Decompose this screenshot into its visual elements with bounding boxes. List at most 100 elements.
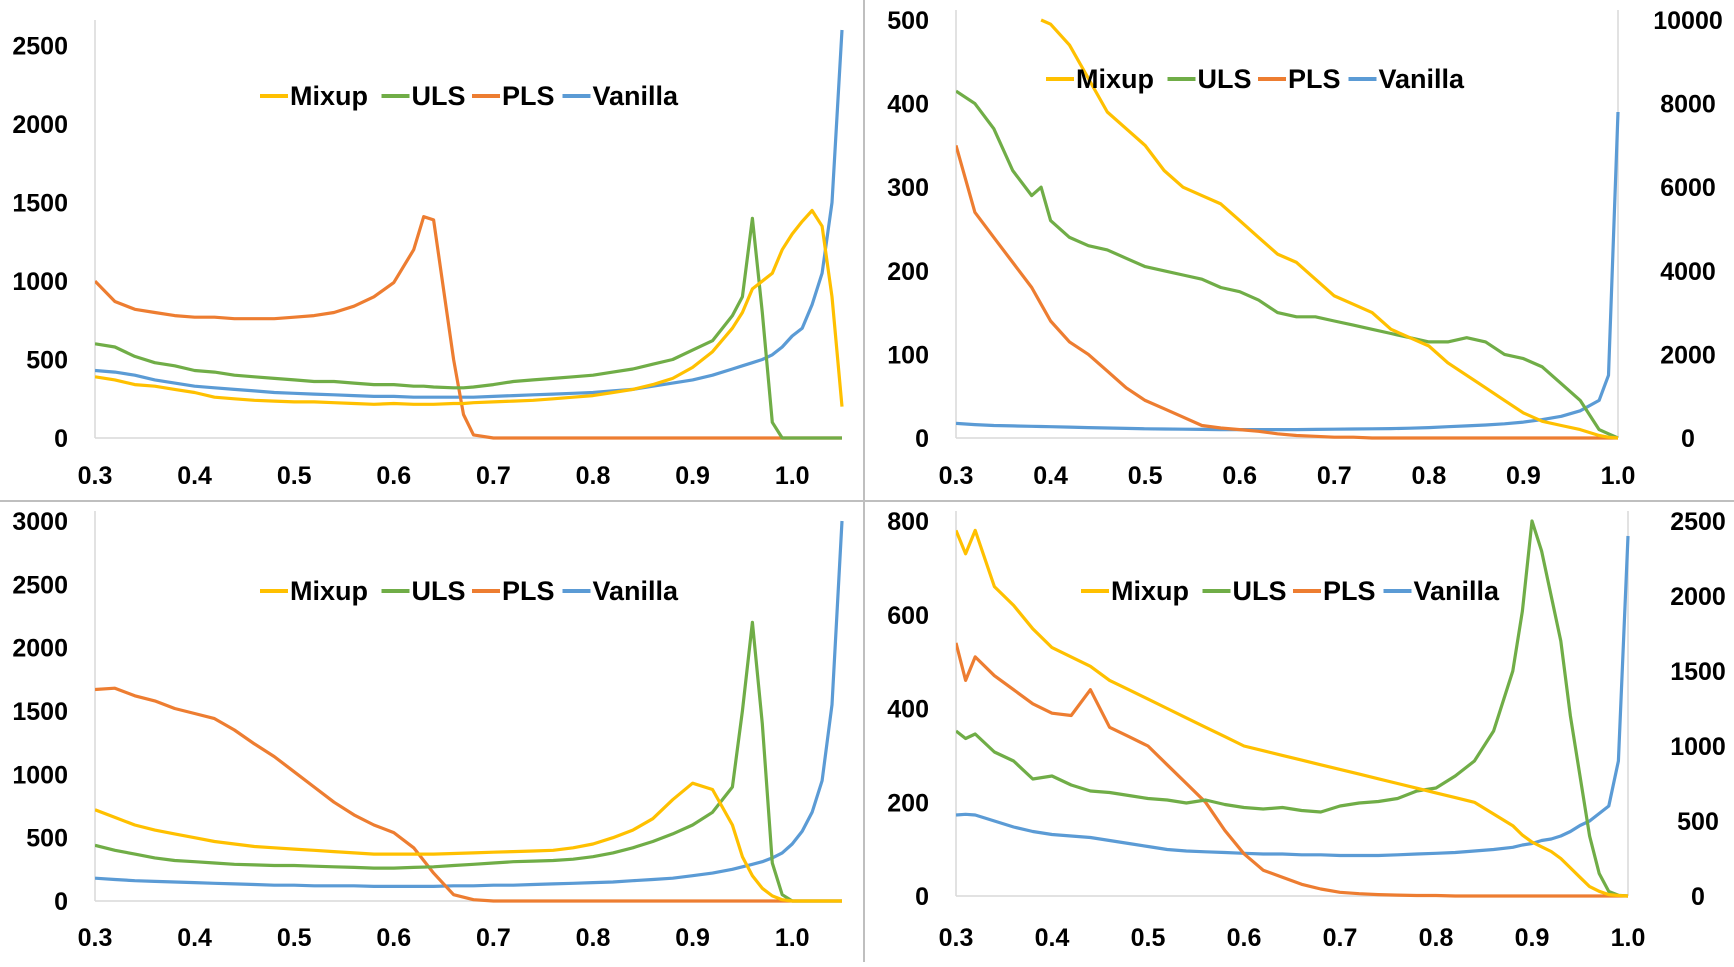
series-line-vanilla (956, 111, 1620, 432)
legend-label-uls: ULS (1233, 576, 1287, 606)
y-tick-label: 1000 (12, 761, 68, 789)
legend-label-vanilla: Vanilla (1414, 576, 1501, 606)
x-tick-label: 0.7 (1317, 462, 1352, 490)
y2-tick-label: 500 (1677, 808, 1719, 836)
y2-tick-label: 10000 (1653, 7, 1723, 35)
y-tick-label: 0 (915, 883, 929, 911)
x-tick-label: 0.9 (1506, 462, 1541, 490)
x-tick-label: 1.0 (1611, 924, 1646, 952)
y-tick-label: 2500 (12, 571, 68, 599)
series-line-mixup (1040, 18, 1619, 440)
y-tick-label: 2000 (12, 111, 68, 139)
series-line-vanilla (95, 520, 844, 888)
y-tick-label: 200 (887, 258, 929, 286)
x-tick-label: 0.4 (177, 462, 212, 490)
x-tick-label: 0.3 (939, 462, 974, 490)
y-tick-label: 3000 (12, 508, 68, 536)
series-line-pls (956, 642, 1628, 898)
series-line-uls (95, 216, 842, 440)
legend-label-vanilla: Vanilla (593, 81, 680, 111)
y2-tick-label: 2000 (1670, 583, 1726, 611)
x-tick-label: 0.9 (1515, 924, 1550, 952)
y-tick-label: 400 (887, 696, 929, 724)
y-tick-label: 500 (26, 347, 68, 375)
x-tick-label: 1.0 (1601, 462, 1636, 490)
y-tick-label: 600 (887, 602, 929, 630)
chart-svg-bottom-right: 0.3 0.4 0.5 0.6 0.7 0.8 0.9 1.0 0 200 400 600 800 0 50… (887, 508, 1726, 952)
y2-tick-label: 0 (1691, 883, 1705, 911)
x-tick-label: 0.6 (1222, 462, 1257, 490)
legend-label-vanilla: Vanilla (1379, 64, 1466, 94)
x-tick-label: 0.6 (376, 462, 411, 490)
x-tick-label: 0.3 (78, 462, 113, 490)
horizontal-divider (0, 500, 1734, 502)
x-tick-label: 0.8 (1419, 924, 1454, 952)
x-tick-label: 0.7 (476, 462, 511, 490)
chart-svg-top-left: 0.3 0.4 0.5 0.6 0.7 0.8 0.9 1.0 0 500 1000 1500 2000… (12, 20, 844, 490)
series-line-uls (95, 620, 842, 903)
series-line-vanilla (956, 535, 1630, 858)
legend-label-pls: PLS (1288, 64, 1341, 94)
y-tick-label: 0 (54, 888, 68, 916)
y-tick-label: 1500 (12, 698, 68, 726)
series-line-mixup (956, 528, 1629, 898)
y-tick-label: 500 (887, 7, 929, 35)
y2-tick-label: 1500 (1670, 658, 1726, 686)
y-tick-label: 300 (887, 174, 929, 202)
x-tick-label: 0.7 (476, 924, 511, 952)
legend-label-pls: PLS (502, 576, 555, 606)
y-tick-label: 1500 (12, 190, 68, 218)
x-tick-label: 0.6 (1227, 924, 1262, 952)
x-tick-label: 0.9 (675, 924, 710, 952)
legend-label-uls: ULS (1198, 64, 1252, 94)
x-tick-label: 0.3 (939, 924, 974, 952)
y-tick-label: 200 (887, 789, 929, 817)
x-tick-label: 1.0 (775, 924, 810, 952)
x-tick-label: 0.3 (78, 924, 113, 952)
legend-label-pls: PLS (502, 81, 555, 111)
x-tick-label: 1.0 (775, 462, 810, 490)
series-line-uls (956, 519, 1629, 898)
chart-panel-top-right: 0.3 0.4 0.5 0.6 0.7 0.8 0.9 1.0 0 100 200 300 400 500… (866, 0, 1734, 500)
x-tick-label: 0.5 (1128, 462, 1163, 490)
legend-label-uls: ULS (412, 576, 466, 606)
series-line-pls (95, 215, 842, 440)
y2-tick-label: 1000 (1670, 733, 1726, 761)
x-tick-label: 0.4 (1035, 924, 1070, 952)
x-tick-label: 0.8 (1411, 462, 1446, 490)
series-line-pls (956, 144, 1618, 440)
x-tick-label: 0.9 (675, 462, 710, 490)
y2-tick-label: 8000 (1660, 91, 1716, 119)
chart-panel-top-left: 0.3 0.4 0.5 0.6 0.7 0.8 0.9 1.0 0 500 1000 1500 2000… (0, 0, 862, 500)
x-tick-label: 0.8 (576, 462, 611, 490)
legend-label-vanilla: Vanilla (593, 576, 680, 606)
y-tick-label: 100 (887, 341, 929, 369)
y-tick-label: 800 (887, 508, 929, 536)
legend-label-mixup: Mixup (290, 81, 368, 111)
y-tick-label: 400 (887, 91, 929, 119)
chart-panel-bottom-left: 0.3 0.4 0.5 0.6 0.7 0.8 0.9 1.0 0 500 1000 1500 2000… (0, 503, 862, 962)
y-tick-label: 0 (54, 425, 68, 453)
x-tick-label: 0.6 (376, 924, 411, 952)
x-tick-label: 0.4 (1033, 462, 1068, 490)
x-tick-label: 0.5 (277, 462, 312, 490)
legend-label-mixup: Mixup (1076, 64, 1154, 94)
chart-svg-bottom-left: 0.3 0.4 0.5 0.6 0.7 0.8 0.9 1.0 0 500 1000 1500 2000… (12, 508, 844, 952)
x-tick-label: 0.5 (277, 924, 312, 952)
chart-svg-top-right: 0.3 0.4 0.5 0.6 0.7 0.8 0.9 1.0 0 100 200 300 400 500… (887, 7, 1723, 490)
x-tick-label: 0.4 (177, 924, 212, 952)
x-tick-label: 0.7 (1323, 924, 1358, 952)
x-tick-label: 0.5 (1131, 924, 1166, 952)
vertical-divider (863, 0, 865, 962)
legend-label-mixup: Mixup (1111, 576, 1189, 606)
chart-panel-bottom-right: 0.3 0.4 0.5 0.6 0.7 0.8 0.9 1.0 0 200 400 600 800 0 50… (866, 503, 1734, 962)
x-tick-label: 0.8 (576, 924, 611, 952)
series-line-mixup (95, 208, 844, 407)
legend-label-mixup: Mixup (290, 576, 368, 606)
legend-label-pls: PLS (1323, 576, 1376, 606)
y-tick-label: 2500 (12, 33, 68, 61)
y2-tick-label: 2000 (1660, 341, 1716, 369)
y2-tick-label: 2500 (1670, 508, 1726, 536)
y2-tick-label: 4000 (1660, 258, 1716, 286)
y-tick-label: 1000 (12, 268, 68, 296)
